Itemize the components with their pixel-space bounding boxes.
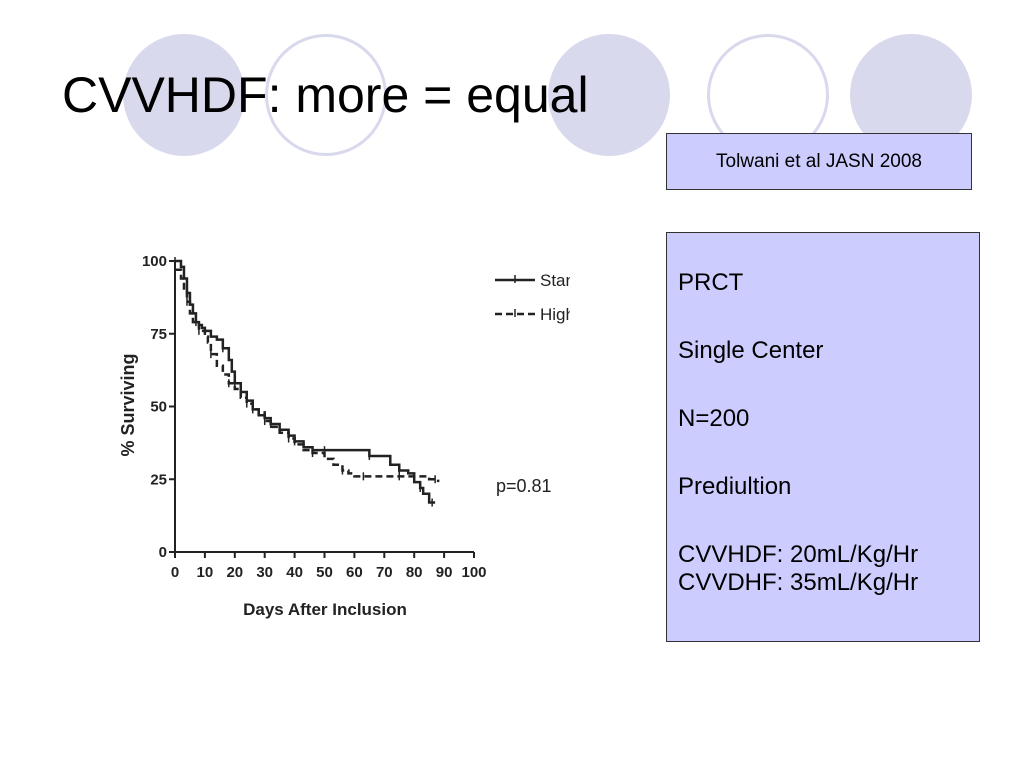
chart-axes: 0 10 20 30 40 50 60 70 80 90 100 0 25 50 75 100	[142, 253, 487, 581]
chart-legend: Standard Dose High Dose	[495, 271, 570, 324]
y-axis-label: % Surviving	[118, 353, 138, 456]
study-info-box: PRCT Single Center N=200 Prediultion CVV…	[666, 232, 980, 642]
x-tick-label: 90	[436, 564, 453, 581]
study-center: Single Center	[678, 337, 824, 364]
study-n: N=200	[678, 405, 750, 432]
x-tick-label: 0	[171, 564, 179, 581]
dose-high: CVVDHF: 35mL/Kg/Hr	[678, 569, 919, 596]
y-tick-label: 75	[150, 326, 167, 343]
x-tick-label: 40	[286, 564, 303, 581]
decor-circle-1	[123, 34, 245, 156]
dose-lines: CVVHDF: 20mL/Kg/Hr CVVDHF: 35mL/Kg/Hr	[678, 541, 979, 597]
x-tick-label: 60	[346, 564, 363, 581]
y-tick-label: 50	[150, 399, 167, 416]
chart-series	[174, 257, 440, 507]
slide-title: CVVHDF: more = equal	[62, 67, 589, 123]
y-tick-label: 25	[150, 471, 167, 488]
x-tick-label: 80	[406, 564, 423, 581]
dose-low: CVVHDF: 20mL/Kg/Hr	[678, 541, 919, 568]
series-line-high-dose	[175, 268, 440, 483]
citation-text: Tolwani et al JASN 2008	[716, 150, 922, 172]
x-tick-label: 20	[226, 564, 243, 581]
x-tick-label: 30	[256, 564, 273, 581]
x-axis-label: Days After Inclusion	[243, 600, 407, 619]
x-tick-label: 70	[376, 564, 393, 581]
series-line-standard-dose	[175, 259, 436, 504]
study-mode: Prediultion	[678, 473, 792, 500]
x-tick-label: 10	[197, 564, 214, 581]
legend-label: High Dose	[540, 305, 570, 324]
y-tick-label: 0	[159, 544, 167, 561]
legend-label: Standard Dose	[540, 271, 570, 290]
y-tick-label: 100	[142, 253, 167, 270]
p-value-annotation: p=0.81	[496, 476, 552, 496]
survival-chart: 0 10 20 30 40 50 60 70 80 90 100 0 25 50 75 100 Standar…	[118, 253, 570, 619]
citation-box: Tolwani et al JASN 2008	[666, 133, 972, 190]
decor-circle-2	[265, 34, 387, 156]
x-tick-label: 100	[461, 564, 486, 581]
study-design: PRCT	[678, 269, 744, 296]
x-tick-label: 50	[316, 564, 333, 581]
decor-circle-3	[548, 34, 670, 156]
